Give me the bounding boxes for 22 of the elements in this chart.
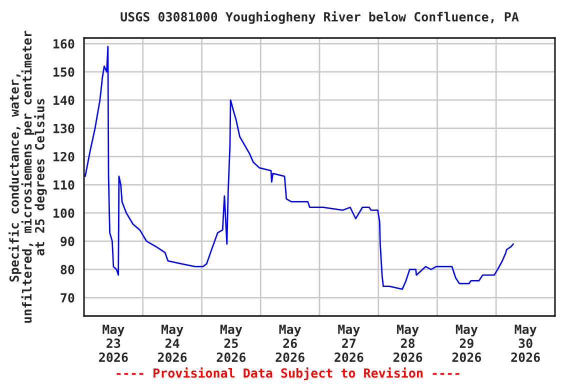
y-tick-label: 90 xyxy=(60,236,74,246)
x-tick-label: May 26 2026 xyxy=(276,324,304,362)
y-tick-label: 80 xyxy=(60,264,74,274)
y-axis-title: Specific conductance, water, unfiltered, microsiemens per centimeter at 25 degrees Celsius xyxy=(8,30,47,323)
x-tick-label: May 27 2026 xyxy=(334,324,364,362)
text: ---- Provisional Data Subject to Revision ---- xyxy=(116,367,460,380)
y-tick-label: 70 xyxy=(60,293,74,303)
y-tick-label: 100 xyxy=(54,208,74,218)
y-tick-label: 120 xyxy=(54,152,74,162)
x-tick-label: May 30 2026 xyxy=(511,324,540,362)
chart-title: USGS 03081000 Youghiogheny River below Confluence, PA xyxy=(120,11,519,24)
x-tick-label: May 23 2026 xyxy=(99,324,128,362)
x-tick-label: May 28 2026 xyxy=(393,324,422,362)
y-tick-label: 140 xyxy=(54,96,74,106)
line-series xyxy=(84,46,514,290)
y-tick-label: 160 xyxy=(54,39,74,49)
x-tick-label: May 25 2026 xyxy=(216,324,246,362)
x-tick-label: May 29 2026 xyxy=(452,324,482,362)
y-tick-label: 110 xyxy=(54,180,74,190)
y-tick-label: 150 xyxy=(54,67,74,77)
x-tick-label: May 24 2026 xyxy=(158,324,187,362)
y-tick-label: 130 xyxy=(54,124,74,134)
